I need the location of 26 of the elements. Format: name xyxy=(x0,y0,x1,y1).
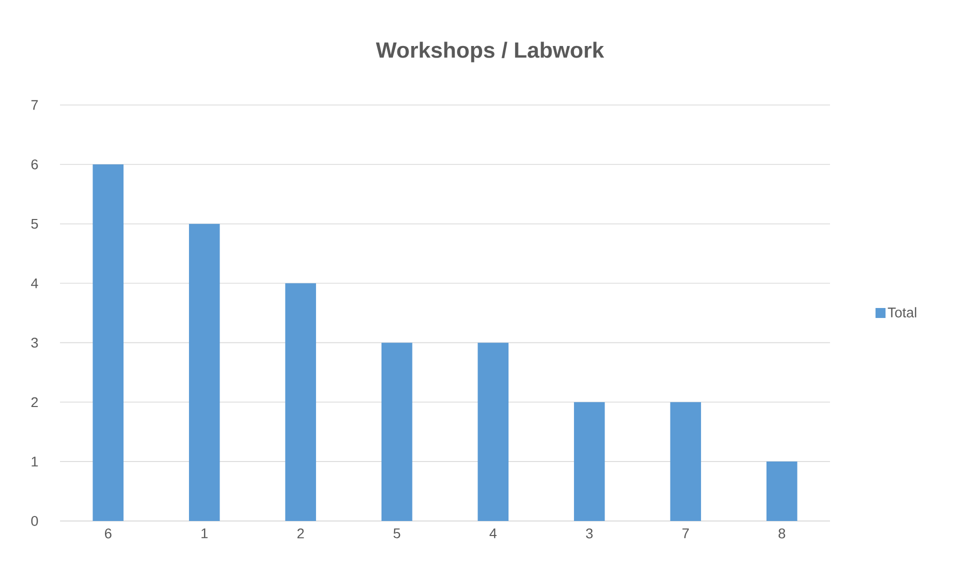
x-tick-label: 8 xyxy=(778,528,786,538)
bar xyxy=(285,283,316,521)
x-tick-label: 6 xyxy=(104,528,112,538)
y-tick-label: 7 xyxy=(31,100,38,110)
bar xyxy=(381,342,412,521)
y-tick-label: 0 xyxy=(31,516,38,526)
x-tick-label: 1 xyxy=(202,528,208,538)
bar xyxy=(574,402,605,521)
x-tick-label: 5 xyxy=(394,528,400,538)
bar xyxy=(670,402,702,521)
y-tick-label: 6 xyxy=(31,159,38,170)
bar xyxy=(188,224,220,521)
x-tick-label: 3 xyxy=(586,528,593,538)
y-tick-label: 1 xyxy=(32,456,38,466)
chart-title: Workshops / Labwork xyxy=(376,42,604,62)
y-tick-label: 3 xyxy=(31,338,38,348)
legend-label: Total xyxy=(888,307,916,318)
y-tick-label: 4 xyxy=(31,278,38,288)
x-tick-label: 7 xyxy=(682,528,689,538)
y-tick-label: 2 xyxy=(31,397,38,408)
x-tick-label: 2 xyxy=(297,528,304,538)
y-tick-label: 5 xyxy=(31,218,38,229)
x-tick-label: 4 xyxy=(490,528,497,538)
bar xyxy=(92,164,124,521)
bar xyxy=(478,342,509,521)
bar xyxy=(766,462,798,521)
